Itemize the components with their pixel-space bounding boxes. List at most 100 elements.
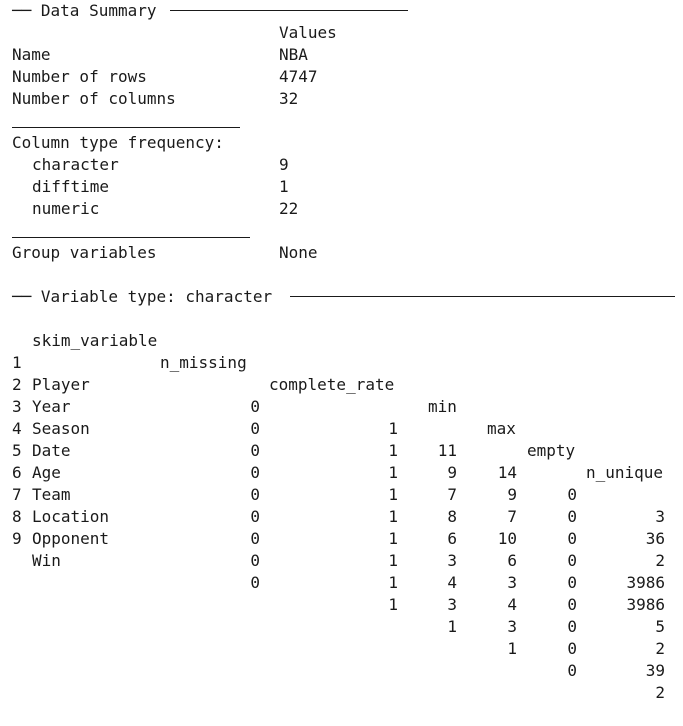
cell-max: 3: [507, 617, 517, 636]
cell-min: 3: [447, 551, 457, 570]
column-header: skim_variable: [32, 331, 158, 350]
cell-max: 3: [507, 573, 517, 592]
table-row: 4 Date 0 1 8 10 0 3986: [0, 396, 683, 592]
column-type-value: 1: [279, 177, 289, 196]
summary-value: 32: [279, 89, 299, 108]
column-header: n_unique: [586, 463, 664, 482]
variable-type-header: Variable type: character: [40, 287, 273, 306]
cell-skim-variable: Win: [32, 551, 61, 570]
table-row: 5 Age 0 1 6 6 0 3986: [0, 418, 683, 614]
column-type-value: 22: [279, 199, 299, 218]
cell-min: 1: [447, 617, 457, 636]
summary-label: Number of columns: [12, 89, 176, 108]
cell-empty: 0: [567, 485, 577, 504]
table-row: 7 Location 0 1 4 4 0 2: [0, 462, 683, 658]
cell-skim-variable: Year: [32, 397, 71, 416]
section-divider: [12, 127, 240, 128]
column-header: complete_rate: [269, 375, 395, 394]
cell-skim-variable: Team: [32, 485, 71, 504]
header-rule: [170, 10, 408, 11]
cell-min: 8: [447, 507, 457, 526]
column-type-label: numeric: [32, 199, 100, 218]
row-index: 4: [12, 419, 22, 438]
cell-skim-variable: Location: [32, 507, 110, 526]
table-row: 9 Win 0 1 1 1 0 2: [0, 506, 683, 702]
cell-max: 9: [507, 485, 517, 504]
header-rule: [290, 296, 675, 297]
summary-value: NBA: [279, 45, 308, 64]
cell-n-missing: 0: [250, 397, 260, 416]
section-divider: [12, 237, 250, 238]
cell-n-missing: 0: [250, 529, 260, 548]
row-index: 1: [12, 353, 22, 372]
summary-row: Name NBA: [12, 44, 308, 66]
column-type-label: character: [32, 155, 119, 174]
column-type-row: numeric 22: [12, 198, 298, 220]
cell-n-unique: 2: [655, 551, 665, 570]
cell-n-missing: 0: [250, 507, 260, 526]
cell-n-unique: 5: [655, 617, 665, 636]
cell-min: 6: [447, 529, 457, 548]
cell-complete-rate: 1: [388, 419, 398, 438]
row-index: 6: [12, 463, 22, 482]
cell-n-unique: 3986: [626, 595, 665, 614]
data-summary-header: Data Summary: [40, 1, 157, 20]
summary-label: Name: [12, 45, 51, 64]
cell-complete-rate: 1: [388, 551, 398, 570]
cell-empty: 0: [567, 595, 577, 614]
cell-complete-rate: 1: [388, 485, 398, 504]
cell-skim-variable: Date: [32, 441, 71, 460]
console-output: ── Data Summary Values Name NBA Number of…: [0, 1, 683, 702]
column-type-row: character 9: [12, 154, 289, 176]
group-variables-value: None: [279, 243, 318, 262]
cell-n-missing: 0: [250, 441, 260, 460]
table-row: 1 Player 0 1 11 14 0 3: [0, 330, 683, 526]
row-index: 3: [12, 397, 22, 416]
cell-complete-rate: 1: [388, 507, 398, 526]
cell-n-unique: 2: [655, 683, 665, 702]
column-type-header: Column type frequency:: [12, 133, 224, 152]
cell-n-missing: 0: [250, 485, 260, 504]
cell-max: 10: [497, 529, 517, 548]
cell-n-missing: 0: [250, 551, 260, 570]
cell-empty: 0: [567, 551, 577, 570]
cell-empty: 0: [567, 507, 577, 526]
cell-min: 9: [447, 463, 457, 482]
column-type-label: difftime: [32, 177, 110, 196]
cell-complete-rate: 1: [388, 463, 398, 482]
summary-row: Number of columns 32: [12, 88, 298, 110]
table-row: 2 Year 0 1 9 9 0 36: [0, 352, 683, 548]
cell-empty: 0: [567, 573, 577, 592]
row-index: 7: [12, 485, 22, 504]
cell-max: 14: [497, 463, 517, 482]
cell-min: 11: [437, 441, 457, 460]
column-header: max: [487, 419, 516, 438]
column-type-row: difftime 1: [12, 176, 289, 198]
cell-n-unique: 3986: [626, 573, 665, 592]
cell-complete-rate: 1: [388, 595, 398, 614]
cell-empty: 0: [567, 529, 577, 548]
cell-max: 4: [507, 595, 517, 614]
summary-value: 4747: [279, 67, 318, 86]
cell-n-unique: 36: [645, 529, 665, 548]
row-index: 9: [12, 529, 22, 548]
table-row: 8 Opponent 0 1 3 3 0 39: [0, 484, 683, 680]
group-variables-row: Group variables None: [12, 242, 318, 264]
cell-n-missing: 0: [250, 573, 260, 592]
summary-row: Number of rows 4747: [12, 66, 318, 88]
cell-n-missing: 0: [250, 419, 260, 438]
column-header: n_missing: [160, 353, 247, 372]
cell-n-unique: 39: [645, 661, 665, 680]
column-header: empty: [527, 441, 576, 460]
table-row: 3 Season 0 1 7 7 0 2: [0, 374, 683, 570]
cell-min: 4: [447, 573, 457, 592]
values-label: Values: [279, 23, 337, 42]
cell-skim-variable: Age: [32, 463, 61, 482]
cell-complete-rate: 1: [388, 441, 398, 460]
column-header: min: [428, 397, 457, 416]
column-type-value: 9: [279, 155, 289, 174]
row-index: 8: [12, 507, 22, 526]
group-variables-label: Group variables: [12, 243, 157, 262]
cell-skim-variable: Opponent: [32, 529, 110, 548]
cell-empty: 0: [567, 617, 577, 636]
